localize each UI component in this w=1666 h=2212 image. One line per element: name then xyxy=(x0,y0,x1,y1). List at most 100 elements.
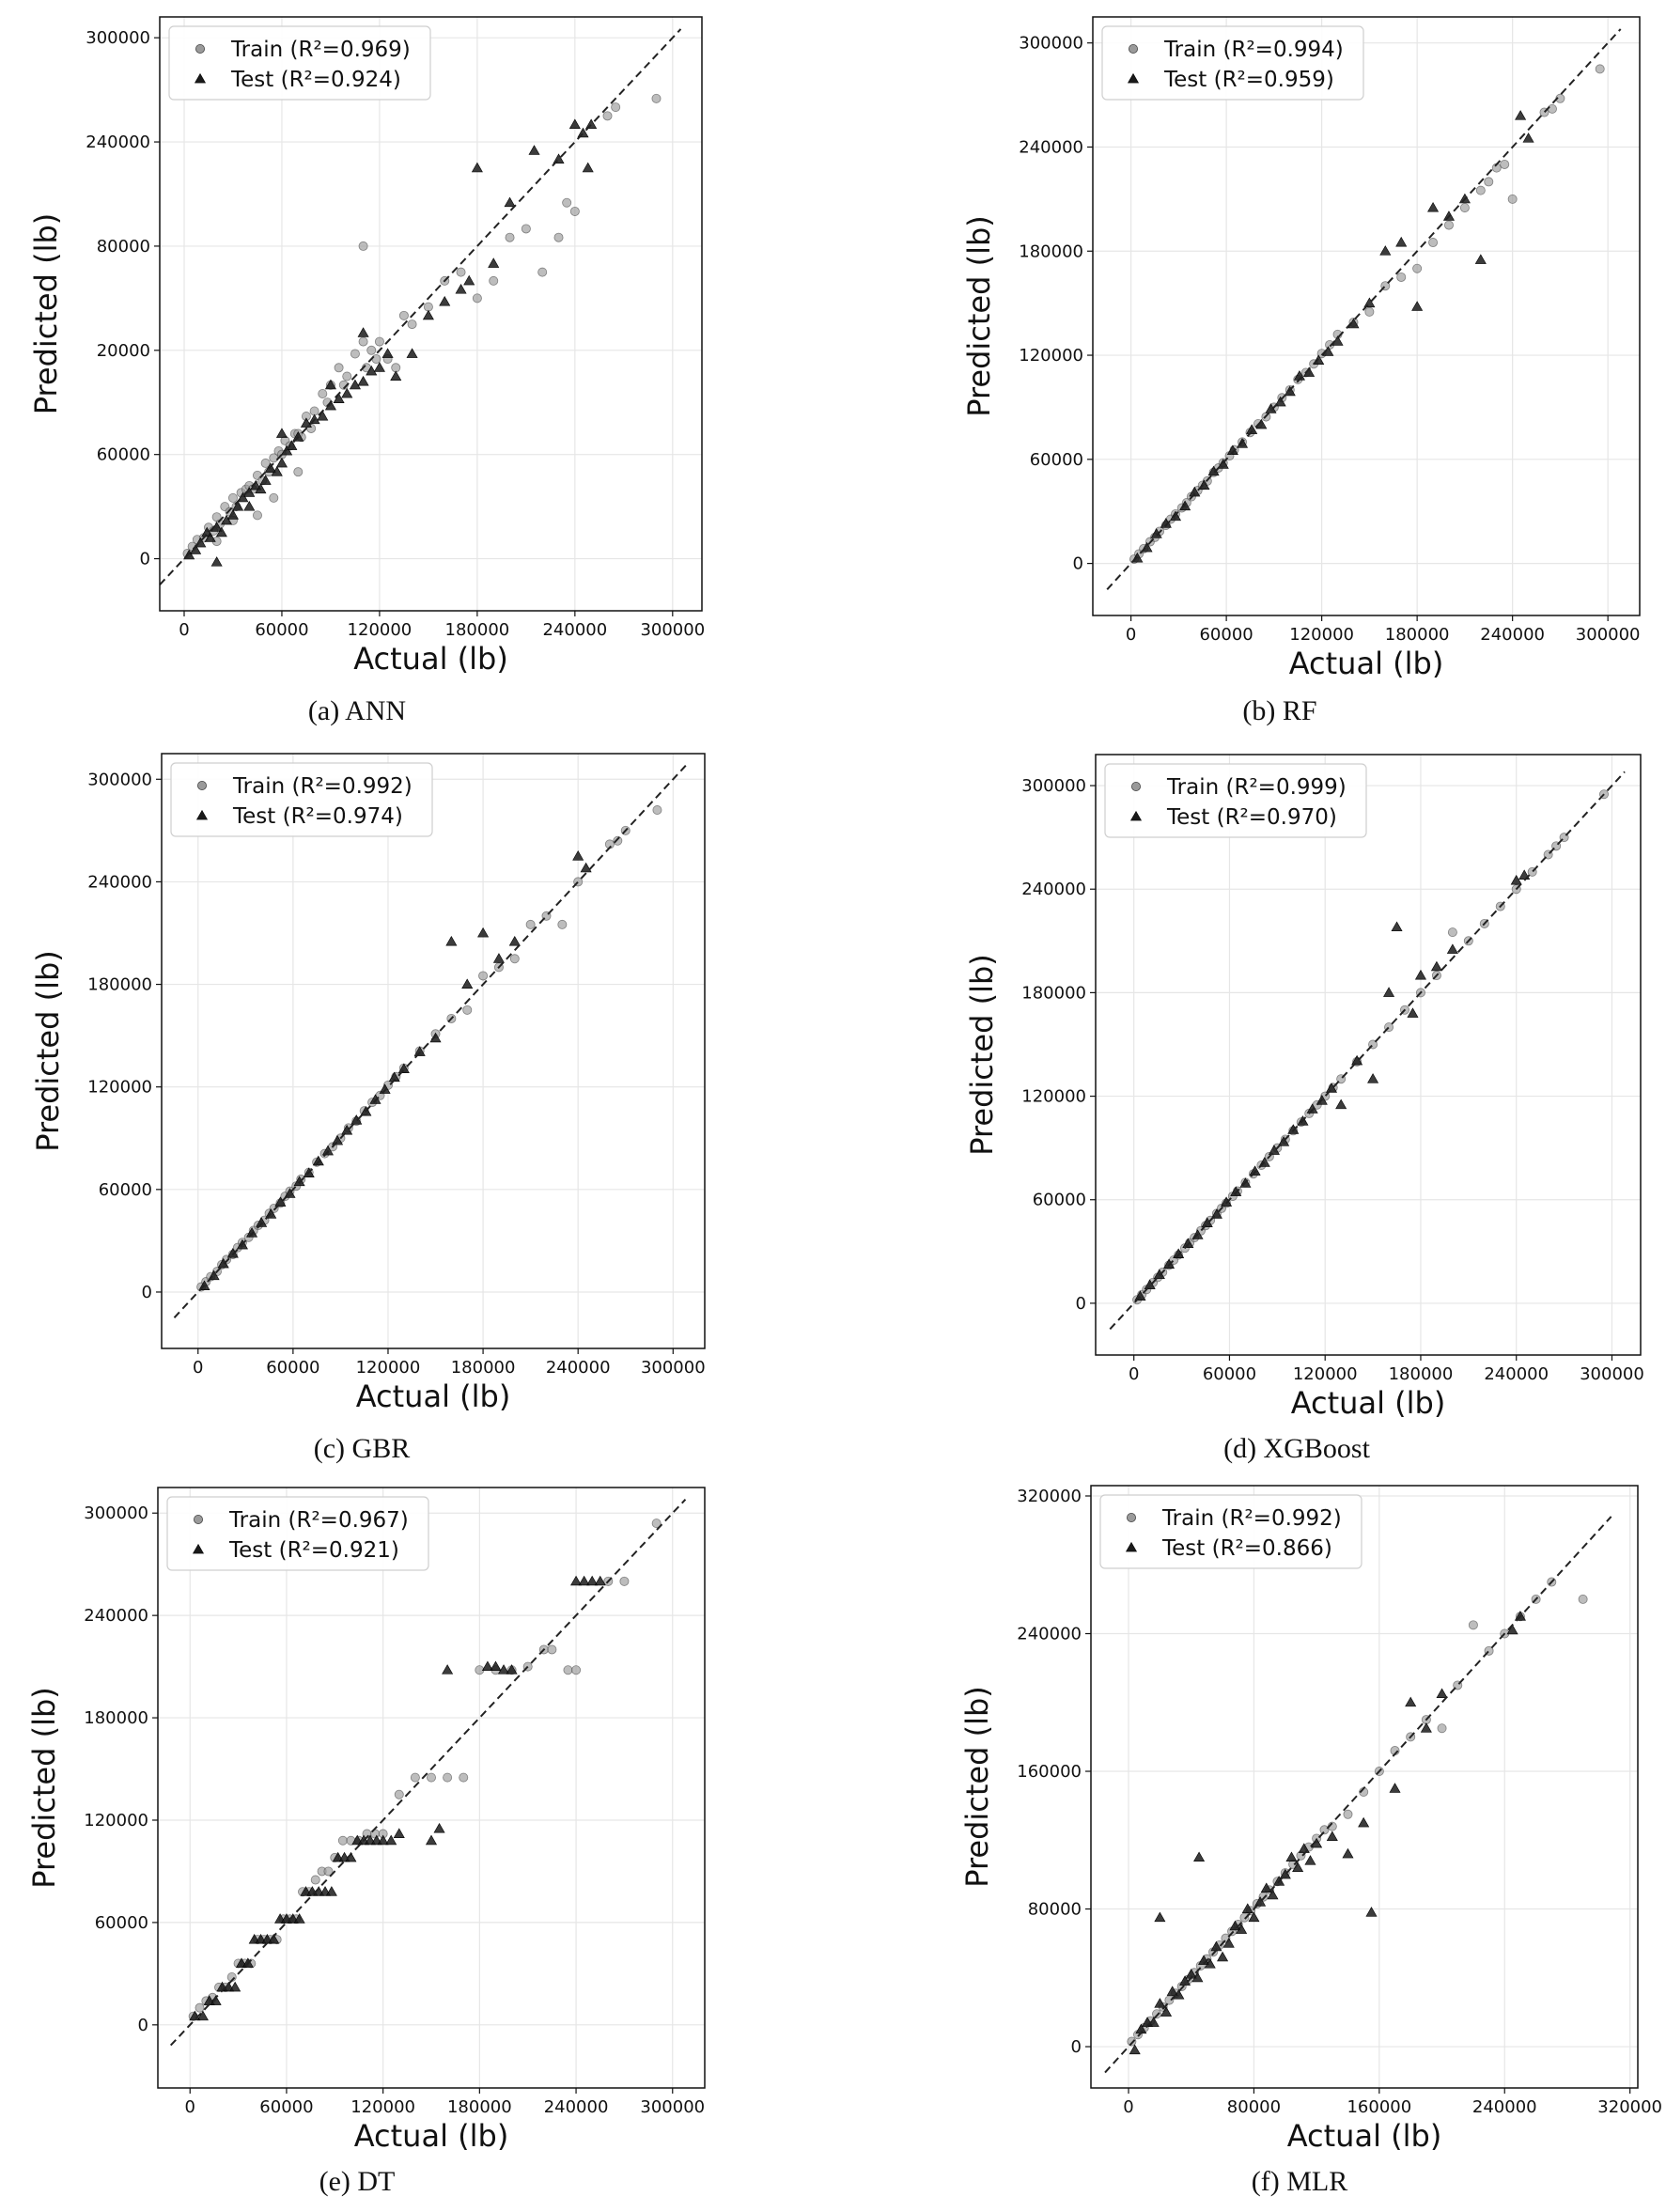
y-tick-label-4: 320000 xyxy=(1017,1487,1082,1506)
test-point-4 xyxy=(204,532,216,542)
legend-test-label: Test (R²=0.974) xyxy=(232,804,403,829)
x-tick-label-1: 60000 xyxy=(255,620,308,640)
test-point-16 xyxy=(271,466,283,476)
test-point-12 xyxy=(268,1933,280,1944)
test-point-24 xyxy=(445,935,458,946)
test-point-6 xyxy=(1166,1986,1178,1996)
test-point-29 xyxy=(377,1834,389,1846)
panel-ann: 0 60000 120000 180000 240000 300000 0 60000 2000… xyxy=(0,0,724,742)
x-axis-label: Actual (lb) xyxy=(1289,646,1444,681)
test-point-21 xyxy=(300,417,312,428)
test-point-4 xyxy=(1154,1998,1166,2008)
x-tick-label-4: 240000 xyxy=(1480,625,1545,645)
panel-rf: 0 60000 120000 180000 240000 300000 0 60000 1200… xyxy=(940,0,1666,742)
y-tick-label-1: 60000 xyxy=(1033,1191,1086,1210)
legend-test-marker xyxy=(194,72,207,84)
test-point-38 xyxy=(471,162,483,173)
test-point-33 xyxy=(1365,1907,1378,1917)
train-point-36 xyxy=(462,1005,473,1015)
x-tick-label-1: 60000 xyxy=(266,1358,319,1378)
x-tick-label-2: 120000 xyxy=(350,2097,415,2117)
train-point-47 xyxy=(1547,103,1557,114)
legend-test-marker xyxy=(195,809,209,820)
train-point-19 xyxy=(310,1875,320,1885)
test-point-31 xyxy=(381,348,394,358)
test-point-27 xyxy=(492,953,505,963)
train-point-44 xyxy=(651,1519,662,1529)
train-point-6 xyxy=(1164,1995,1175,2005)
caption-ann: (a) ANN xyxy=(307,695,407,726)
test-point-35 xyxy=(439,295,451,306)
y-tick-label-5: 300000 xyxy=(87,770,152,789)
train-point-23 xyxy=(337,1835,348,1846)
plot-frame xyxy=(159,16,703,612)
test-point-22 xyxy=(1267,1889,1279,1900)
test-point-30 xyxy=(1326,1830,1338,1842)
x-tick-label-1: 60000 xyxy=(1203,1364,1256,1384)
panel-mlr: 0 80000 160000 240000 320000 0 80000 160000 2400… xyxy=(940,1475,1666,2212)
y-tick-label-1: 60000 xyxy=(95,1913,148,1933)
test-point-31 xyxy=(1342,1847,1354,1859)
train-point-37 xyxy=(1437,1723,1447,1734)
y-axis-label: Predicted (lb) xyxy=(964,954,1000,1156)
legend-box xyxy=(166,1496,429,1571)
x-tick-label-0: 0 xyxy=(1126,625,1136,645)
train-point-64 xyxy=(269,492,279,503)
test-point-28 xyxy=(357,375,369,386)
test-point-30 xyxy=(580,862,592,873)
chart-xgboost: 0 60000 120000 180000 240000 300000 0 60000 1200… xyxy=(964,754,1644,1421)
train-point-52 xyxy=(505,232,515,242)
legend-test-marker xyxy=(1129,810,1143,821)
data-points xyxy=(1127,1577,1588,2055)
test-point-7 xyxy=(1173,1988,1185,2000)
test-point-29 xyxy=(366,365,378,376)
x-tick-label-0: 0 xyxy=(185,2097,195,2117)
x-tick-label-5: 300000 xyxy=(640,620,705,640)
test-point-43 xyxy=(568,118,581,129)
test-point-14 xyxy=(259,475,272,485)
x-tick-label-5: 300000 xyxy=(641,1358,706,1378)
train-point-39 xyxy=(1447,927,1457,938)
test-point-42 xyxy=(594,1575,606,1586)
train-point-45 xyxy=(1507,194,1518,204)
test-point-31 xyxy=(393,1828,405,1838)
y-tick-label-5: 300000 xyxy=(1021,776,1086,796)
legend-test-marker xyxy=(1127,72,1140,84)
panel-xgboost: 0 60000 120000 180000 240000 300000 0 60000 1200… xyxy=(940,742,1666,1475)
test-point-27 xyxy=(1414,969,1426,980)
test-point-9 xyxy=(1217,459,1229,469)
test-point-12 xyxy=(1246,424,1258,434)
test-point-29 xyxy=(572,850,584,861)
y-axis-label: Predicted (lb) xyxy=(959,1686,995,1888)
x-tick-label-2: 120000 xyxy=(1293,1364,1358,1384)
test-point-25 xyxy=(1285,1851,1298,1862)
train-point-0 xyxy=(1127,2036,1137,2047)
legend-test-marker xyxy=(192,1543,205,1554)
test-point-20 xyxy=(1254,1896,1267,1907)
x-axis-label: Actual (lb) xyxy=(356,1379,511,1414)
train-point-54 xyxy=(537,267,548,277)
train-point-10 xyxy=(227,492,238,503)
y-tick-label-3: 240000 xyxy=(1017,1625,1082,1644)
x-tick-label-2: 120000 xyxy=(1289,625,1354,645)
test-point-36 xyxy=(490,1660,502,1672)
train-point-43 xyxy=(619,1576,630,1586)
train-point-40 xyxy=(366,345,377,355)
legend-box xyxy=(170,762,433,837)
x-axis-label: Actual (lb) xyxy=(1287,2118,1442,2154)
legend-train-label: Train (R²=0.992) xyxy=(232,774,413,799)
y-tick-label-2: 120000 xyxy=(1021,1087,1086,1107)
test-point-27 xyxy=(1427,201,1440,212)
test-point-14 xyxy=(1217,1951,1229,1962)
x-tick-label-3: 180000 xyxy=(447,2097,512,2117)
caption-rf: (b) RF xyxy=(1242,695,1317,726)
test-point-28 xyxy=(1430,960,1442,972)
test-point-49 xyxy=(275,428,288,438)
legend-train-marker xyxy=(1130,782,1141,792)
test-point-26 xyxy=(341,387,353,398)
chart-dt: 0 60000 120000 180000 240000 300000 0 60000 1200… xyxy=(26,1487,706,2154)
x-tick-label-3: 180000 xyxy=(1389,1364,1454,1384)
test-point-20 xyxy=(1325,1083,1338,1093)
test-point-34 xyxy=(1389,1783,1401,1793)
